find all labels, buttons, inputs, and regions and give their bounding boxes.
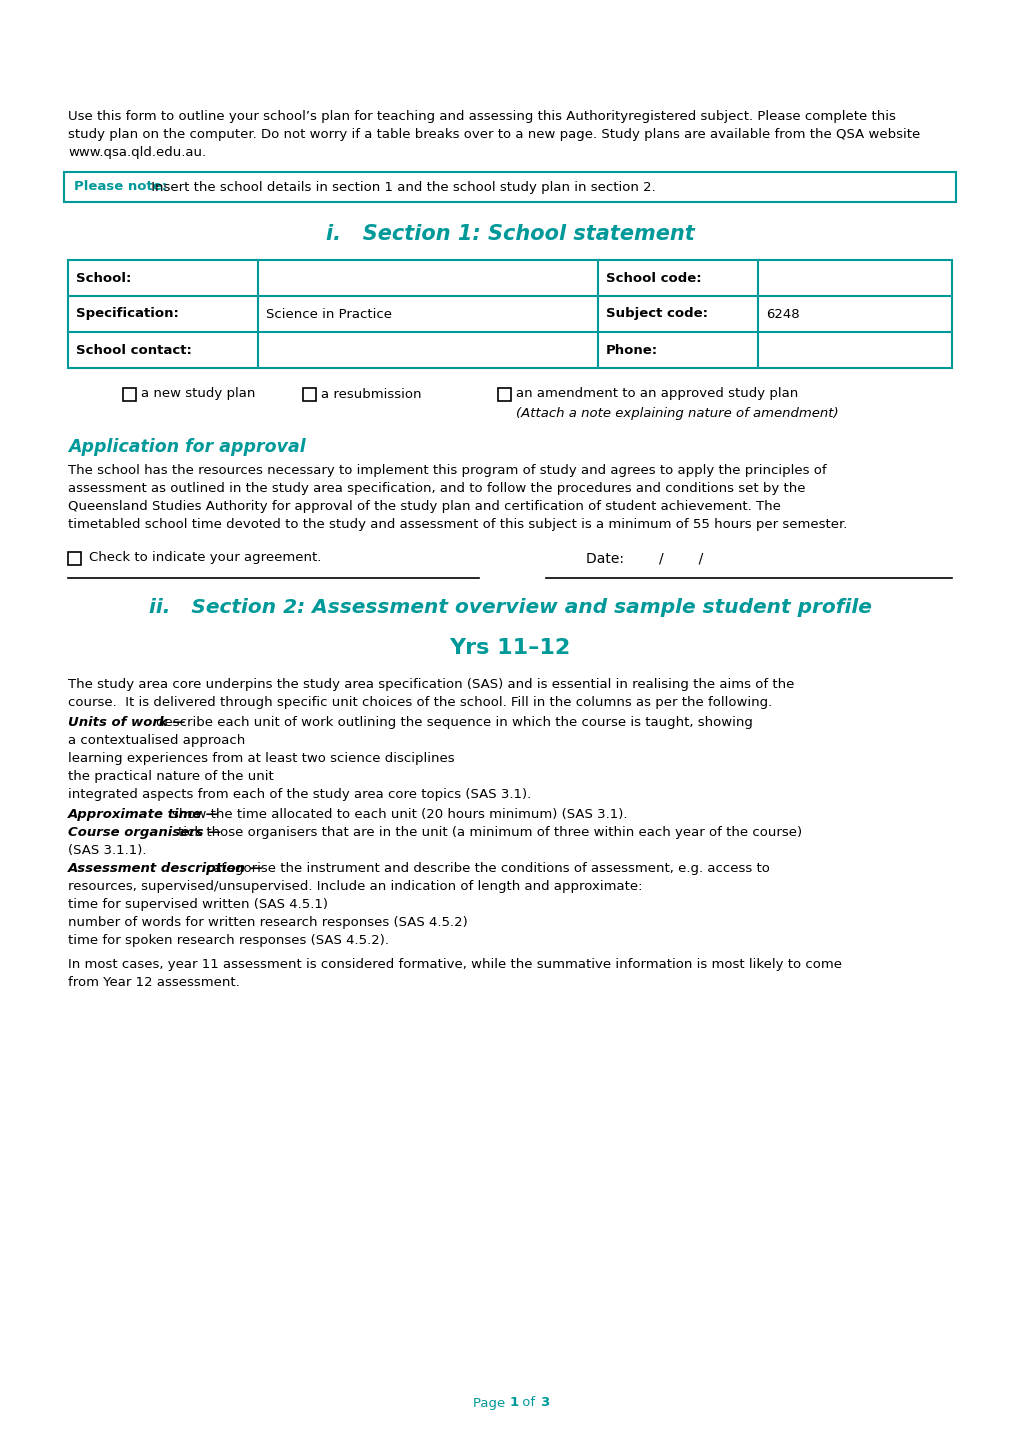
Text: Check to indicate your agreement.: Check to indicate your agreement. (89, 551, 321, 564)
Text: integrated aspects from each of the study area core topics (SAS 3.1).: integrated aspects from each of the stud… (68, 788, 531, 801)
Text: Science in Practice: Science in Practice (266, 307, 391, 320)
Text: Page: Page (473, 1397, 510, 1410)
Bar (68, 553, 81, 566)
Text: www.qsa.qld.edu.au.: www.qsa.qld.edu.au. (68, 146, 206, 159)
Text: Specification:: Specification: (76, 307, 178, 320)
Text: timetabled school time devoted to the study and assessment of this subject is a : timetabled school time devoted to the st… (68, 518, 847, 531)
Text: time for spoken research responses (SAS 4.5.2).: time for spoken research responses (SAS … (68, 934, 388, 947)
Text: a resubmission: a resubmission (321, 388, 421, 401)
Text: a contextualised approach: a contextualised approach (68, 734, 245, 747)
Text: Use this form to outline your school’s plan for teaching and assessing this Auth: Use this form to outline your school’s p… (68, 110, 895, 123)
Text: course.  It is delivered through specific unit choices of the school. Fill in th: course. It is delivered through specific… (68, 696, 771, 709)
Text: describe each unit of work outlining the sequence in which the course is taught,: describe each unit of work outlining the… (156, 716, 752, 729)
Text: School code:: School code: (605, 271, 701, 284)
Bar (303, 388, 316, 401)
Text: Approximate time —: Approximate time — (68, 808, 224, 821)
Text: an amendment to an approved study plan: an amendment to an approved study plan (516, 388, 798, 401)
Text: 1: 1 (510, 1397, 519, 1410)
Text: Assessment description —: Assessment description — (68, 861, 268, 874)
Text: Yrs 11–12: Yrs 11–12 (449, 638, 570, 658)
Bar (123, 388, 136, 401)
Text: Please note:: Please note: (74, 180, 167, 193)
Text: Course organisers —: Course organisers — (68, 825, 226, 838)
Text: assessment as outlined in the study area specification, and to follow the proced: assessment as outlined in the study area… (68, 482, 805, 495)
Text: School contact:: School contact: (76, 343, 192, 356)
Text: Queensland Studies Authority for approval of the study plan and certification of: Queensland Studies Authority for approva… (68, 501, 781, 514)
Text: ii.   Section 2: Assessment overview and sample student profile: ii. Section 2: Assessment overview and s… (149, 597, 870, 618)
Text: tick those organisers that are in the unit (a minimum of three within each year : tick those organisers that are in the un… (178, 825, 801, 838)
Text: The school has the resources necessary to implement this program of study and ag: The school has the resources necessary t… (68, 465, 825, 478)
Text: a new study plan: a new study plan (141, 388, 255, 401)
Text: (Attach a note explaining nature of amendment): (Attach a note explaining nature of amen… (516, 407, 838, 420)
Text: In most cases, year 11 assessment is considered formative, while the summative i: In most cases, year 11 assessment is con… (68, 958, 841, 971)
Text: learning experiences from at least two science disciplines: learning experiences from at least two s… (68, 752, 454, 765)
Bar (64, 172, 955, 202)
Text: Insert the school details in section 1 and the school study plan in section 2.: Insert the school details in section 1 a… (147, 180, 655, 193)
Text: i.   Section 1: School statement: i. Section 1: School statement (325, 224, 694, 244)
Text: of: of (518, 1397, 539, 1410)
Text: categorise the instrument and describe the conditions of assessment, e.g. access: categorise the instrument and describe t… (205, 861, 768, 874)
Text: Units of work —: Units of work — (68, 716, 191, 729)
Text: The study area core underpins the study area specification (SAS) and is essentia: The study area core underpins the study … (68, 678, 794, 691)
Text: study plan on the computer. Do not worry if a table breaks over to a new page. S: study plan on the computer. Do not worry… (68, 128, 919, 141)
Text: show the time allocated to each unit (20 hours minimum) (SAS 3.1).: show the time allocated to each unit (20… (172, 808, 628, 821)
Text: Application for approval: Application for approval (68, 439, 306, 456)
Text: number of words for written research responses (SAS 4.5.2): number of words for written research res… (68, 916, 468, 929)
Text: School:: School: (76, 271, 131, 284)
Text: 6248: 6248 (765, 307, 799, 320)
Bar (497, 388, 511, 401)
Text: the practical nature of the unit: the practical nature of the unit (68, 771, 273, 784)
Text: (SAS 3.1.1).: (SAS 3.1.1). (68, 844, 147, 857)
Text: 3: 3 (539, 1397, 548, 1410)
Text: time for supervised written (SAS 4.5.1): time for supervised written (SAS 4.5.1) (68, 898, 328, 911)
Text: Date:        /        /: Date: / / (586, 551, 703, 566)
Text: from Year 12 assessment.: from Year 12 assessment. (68, 975, 239, 988)
Text: Subject code:: Subject code: (605, 307, 707, 320)
Bar (68, 260, 951, 368)
Text: resources, supervised/unsupervised. Include an indication of length and approxim: resources, supervised/unsupervised. Incl… (68, 880, 642, 893)
Text: Phone:: Phone: (605, 343, 657, 356)
